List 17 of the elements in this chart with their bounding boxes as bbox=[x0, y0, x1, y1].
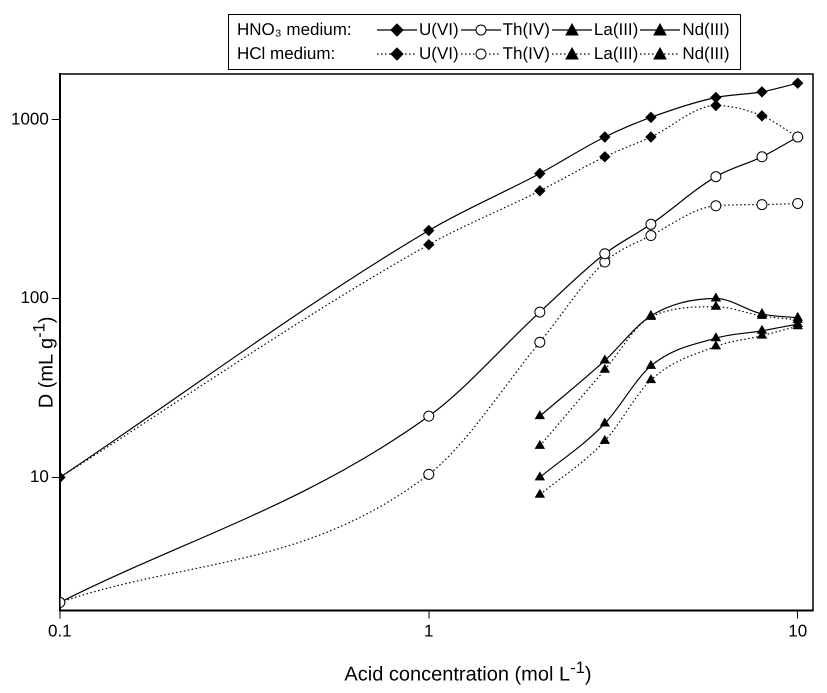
text: HNO₃ medium: bbox=[237, 19, 353, 41]
x-axis-title: Acid concentration (mol L$^{-1}$) bbox=[343, 658, 593, 687]
legend-label: U(VI) bbox=[419, 43, 459, 65]
y-tick-label: 10 bbox=[30, 467, 49, 486]
legend-label: Th(IV) bbox=[502, 19, 550, 41]
legend-label: Th(IV) bbox=[502, 43, 550, 65]
x-tick-label: 10 bbox=[788, 621, 808, 640]
legend-label: U(VI) bbox=[419, 19, 459, 41]
legend-label: La(III) bbox=[594, 19, 638, 41]
legend-label: Nd(III) bbox=[682, 19, 730, 41]
y-tick-label: 1000 bbox=[10, 109, 49, 128]
x-tick-label: 1 bbox=[424, 621, 434, 640]
legend-label: Nd(III) bbox=[682, 43, 730, 65]
text: HCl medium: bbox=[237, 43, 336, 65]
x-tick-label: 0.1 bbox=[48, 621, 72, 640]
legend-label: La(III) bbox=[594, 43, 638, 65]
y-tick-label: 100 bbox=[20, 288, 49, 308]
